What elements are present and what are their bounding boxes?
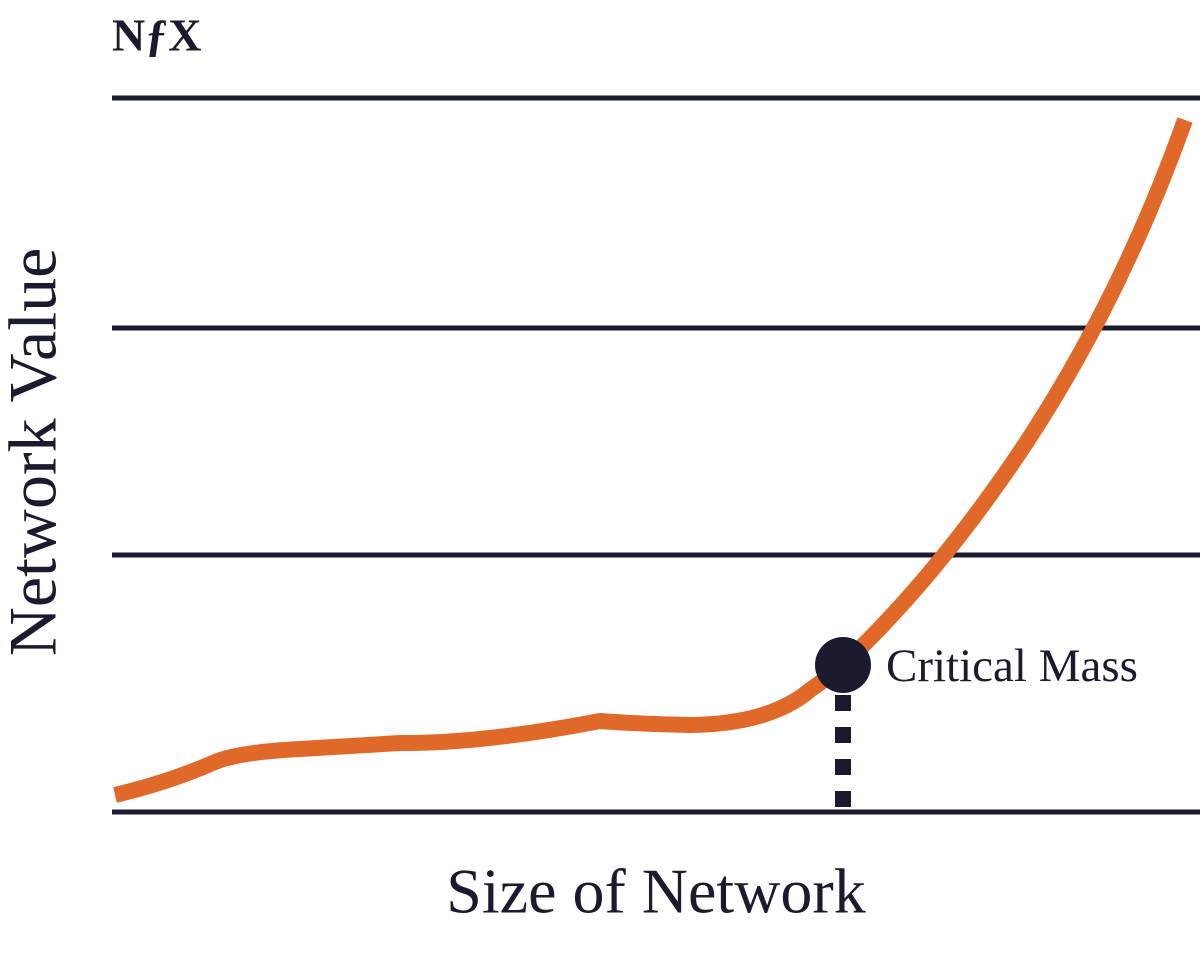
x-axis-label: Size of Network	[446, 856, 865, 927]
critical-mass-label: Critical Mass	[886, 640, 1138, 692]
y-axis-label: Network Value	[0, 248, 71, 657]
growth-curve	[113, 117, 1193, 803]
logo: NƒX	[112, 10, 201, 61]
critical-mass-point	[815, 637, 871, 693]
